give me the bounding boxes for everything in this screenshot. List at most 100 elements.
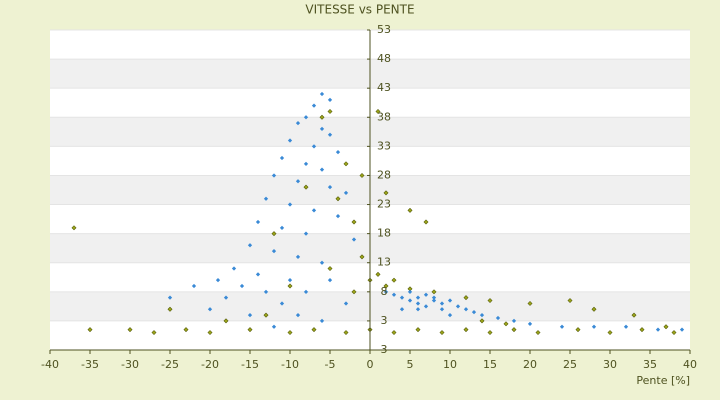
point	[319, 260, 325, 265]
point	[351, 237, 357, 242]
point	[343, 190, 349, 196]
point	[151, 330, 157, 336]
point	[511, 327, 517, 333]
point	[271, 324, 277, 329]
x-tick-label: 30	[603, 358, 617, 371]
point	[319, 318, 325, 324]
point	[311, 144, 317, 149]
point	[383, 283, 389, 289]
y-tick-label: 8	[381, 285, 388, 298]
x-tick-label: 0	[367, 358, 374, 371]
point	[591, 324, 597, 329]
y-tick-label: 38	[377, 110, 391, 123]
point	[191, 283, 197, 289]
point	[375, 108, 381, 114]
point	[607, 330, 613, 336]
point	[311, 208, 317, 213]
point	[295, 179, 301, 184]
point	[487, 298, 493, 304]
point	[247, 243, 253, 248]
point	[495, 315, 501, 321]
point	[263, 312, 269, 318]
point	[255, 219, 261, 225]
point	[415, 327, 421, 333]
point	[391, 330, 397, 336]
point	[399, 307, 405, 312]
point	[383, 190, 389, 196]
point	[183, 327, 189, 333]
point	[559, 324, 565, 329]
point	[415, 301, 421, 306]
y-tick-label: 3	[381, 314, 388, 327]
point	[399, 295, 405, 300]
point	[415, 307, 421, 312]
point	[423, 304, 429, 309]
point	[343, 301, 349, 306]
point	[287, 283, 293, 289]
point	[303, 289, 309, 294]
point	[87, 327, 93, 333]
point	[279, 155, 285, 161]
point	[215, 278, 221, 283]
x-tick-label: 5	[407, 358, 414, 371]
point	[351, 219, 357, 225]
point	[575, 327, 581, 333]
point	[623, 324, 629, 329]
point	[655, 327, 661, 332]
point	[287, 278, 293, 283]
point	[223, 318, 229, 324]
point	[295, 254, 301, 260]
point	[463, 307, 469, 312]
point	[319, 167, 325, 172]
point	[439, 301, 445, 306]
point	[343, 330, 349, 336]
point	[335, 214, 341, 219]
point	[327, 108, 333, 114]
point	[327, 184, 333, 190]
point	[463, 295, 469, 301]
y-tick-label: 33	[377, 139, 391, 152]
x-tick-label: -35	[81, 358, 99, 371]
point	[479, 312, 485, 318]
point	[487, 330, 493, 336]
x-tick-label: 25	[563, 358, 577, 371]
point	[319, 114, 325, 120]
point	[407, 298, 413, 303]
x-tick-label: 35	[643, 358, 657, 371]
point	[391, 292, 397, 297]
point	[407, 289, 413, 294]
point	[455, 304, 461, 309]
point	[663, 324, 669, 330]
y-tick-label: 18	[377, 227, 391, 240]
point	[471, 310, 477, 315]
point	[271, 231, 277, 237]
point	[447, 298, 453, 303]
x-axis-label: Pente [%]	[636, 374, 690, 387]
point	[423, 292, 429, 297]
point	[447, 312, 453, 318]
point	[287, 330, 293, 336]
point	[327, 132, 333, 137]
point	[207, 330, 213, 336]
point	[375, 271, 381, 277]
point	[335, 196, 341, 202]
point	[431, 298, 437, 303]
point	[631, 312, 637, 318]
chart-title: VITESSE vs PENTE	[305, 3, 414, 17]
point	[431, 295, 437, 300]
x-tick-label: -5	[325, 358, 336, 371]
point	[287, 138, 293, 143]
point	[343, 161, 349, 167]
point	[535, 330, 541, 336]
point	[279, 301, 285, 306]
point	[591, 306, 597, 312]
point	[359, 172, 365, 178]
y-tick-label: 53	[377, 23, 391, 36]
x-tick-label: -25	[161, 358, 179, 371]
x-tick-label: 10	[443, 358, 457, 371]
point	[671, 330, 677, 336]
point	[303, 184, 309, 190]
point	[263, 196, 269, 201]
point	[263, 289, 269, 294]
